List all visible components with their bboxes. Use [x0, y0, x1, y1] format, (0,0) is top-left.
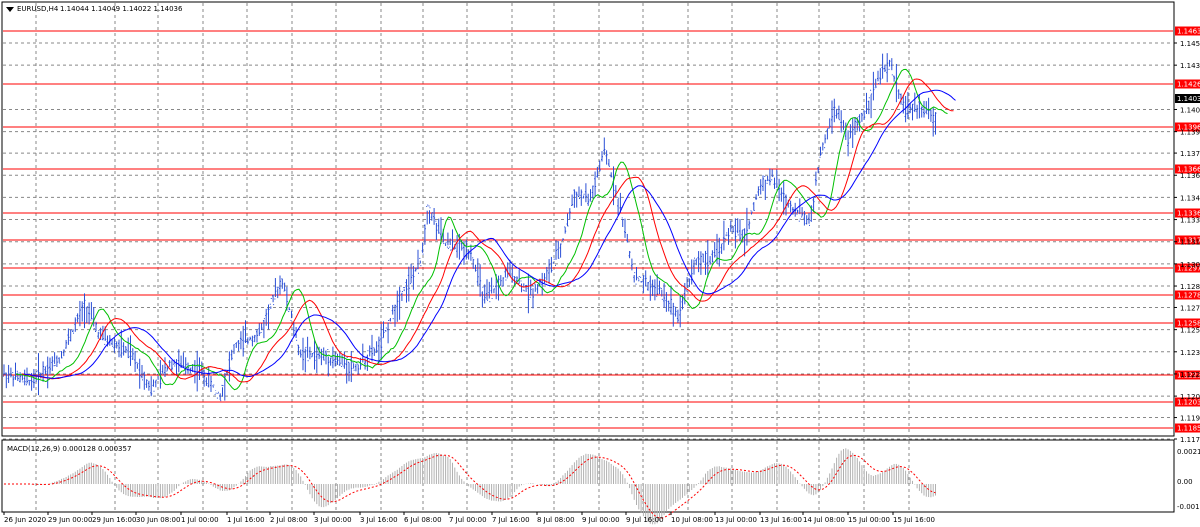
macd-axis-label: -0.00155: [1177, 503, 1200, 511]
macd-axis-label: 0.00: [1177, 478, 1193, 486]
macd-indicator: [4, 448, 936, 525]
time-tick-label: 15 Jul 00:00: [848, 516, 890, 524]
level-label: 1.13666: [1177, 166, 1200, 174]
level-label-bg: [1175, 122, 1200, 132]
level-label: 1.14637: [1177, 28, 1200, 36]
time-tick-label: 8 Jul 08:00: [537, 516, 575, 524]
time-tick-label: 13 Jul 00:00: [715, 516, 757, 524]
level-label-bg: [1175, 397, 1200, 407]
level-label: 1.13173: [1177, 237, 1200, 245]
level-label: 1.12037: [1177, 399, 1200, 407]
ma-slow-line: [23, 89, 956, 380]
macd-plot-frame: [1, 439, 1175, 513]
price-tick-label: 1.11930: [1180, 415, 1200, 423]
main-plot-frame: [1, 1, 1175, 437]
time-tick-label: 3 Jul 00:00: [314, 516, 352, 524]
grid-lines: [3, 3, 1173, 512]
level-label: 1.12588: [1177, 320, 1200, 328]
current-price-bg: [1175, 94, 1200, 103]
time-tick-label: 2 Jul 08:00: [270, 516, 308, 524]
macd-signal-line: [4, 454, 936, 519]
time-axis: 26 Jun 2020 29 Jun 00:00 29 Jun 16:00 30 Ju…: [3, 512, 935, 524]
price-tick-label: 1.11780: [1180, 436, 1200, 444]
moving-averages: [15, 68, 956, 391]
level-label-bg: [1175, 318, 1200, 328]
time-tick-label: 9 Jul 16:00: [626, 516, 664, 524]
level-label-bg: [1175, 26, 1200, 36]
price-tick-label: 1.13780: [1180, 150, 1200, 158]
level-label-bg: [1175, 208, 1200, 218]
level-label: 1.11857: [1177, 425, 1200, 433]
ma-mid-line: [21, 78, 954, 383]
price-tick-label: 1.12080: [1180, 393, 1200, 401]
level-label-bg: [1175, 79, 1200, 89]
level-label-bg: [1175, 370, 1200, 380]
current-price-label: 1.14036: [1177, 95, 1200, 103]
price-tick-label: 1.13315: [1180, 217, 1200, 225]
level-label: 1.12979: [1177, 265, 1200, 273]
time-tick-label: 10 Jul 08:00: [671, 516, 713, 524]
macd-label: MACD(12,26,9) 0.000128 0.000357: [7, 445, 131, 453]
time-tick-label: 13 Jul 16:00: [760, 516, 802, 524]
price-tick-label: 1.13005: [1180, 261, 1200, 269]
price-tick-label: 1.12850: [1180, 283, 1200, 291]
ohlc-quote: 1.14044 1.14049 1.14022 1.14036: [60, 5, 183, 13]
time-tick-label: 1 Jul 00:00: [181, 516, 219, 524]
price-tick-label: 1.12390: [1180, 349, 1200, 357]
time-tick-label: 1 Jul 16:00: [227, 516, 265, 524]
price-tick-label: 1.12545: [1180, 327, 1200, 335]
price-tick-label: 1.13470: [1180, 194, 1200, 202]
ma-fast-line: [15, 68, 948, 391]
level-label-bg: [1175, 164, 1200, 174]
time-tick-label: 14 Jul 08:00: [803, 516, 845, 524]
time-tick-label: 26 Jun 2020: [4, 516, 46, 524]
symbol-info: EURUSD,H4: [17, 5, 59, 13]
level-label: 1.13960: [1177, 124, 1200, 132]
time-tick-label: 29 Jun 00:00: [48, 516, 92, 524]
chart-menu-arrow-icon[interactable]: [6, 7, 14, 12]
price-bars: [3, 53, 937, 402]
time-tick-label: 30 Jun 08:00: [136, 516, 180, 524]
chart-header: EURUSD,H4 1.14044 1.14049 1.14022 1.1403…: [6, 5, 183, 13]
time-tick-label: 3 Jul 16:00: [360, 516, 398, 524]
level-label-bg: [1175, 290, 1200, 300]
time-tick-label: 7 Jul 00:00: [449, 516, 487, 524]
time-tick-label: 6 Jul 08:00: [404, 516, 442, 524]
time-tick-label: 9 Jul 00:00: [582, 516, 620, 524]
price-tick-label: 1.13625: [1180, 172, 1200, 180]
level-label-bg: [1175, 235, 1200, 245]
price-tick-label: 1.13160: [1180, 239, 1200, 247]
level-label-bg: [1175, 263, 1200, 273]
time-tick-label: 15 Jul 16:00: [893, 516, 935, 524]
level-label-bg: [1175, 423, 1200, 433]
time-tick-label: 7 Jul 16:00: [492, 516, 530, 524]
level-label: 1.12788: [1177, 292, 1200, 300]
current-price-marker: 1.14036: [1175, 94, 1200, 103]
price-tick-label: 1.12700: [1180, 304, 1200, 312]
price-tick-label: 1.12235: [1180, 371, 1200, 379]
price-axis: 1.14550 1.14395 1.14085 1.13930 1.13780 1.136…: [1174, 40, 1200, 511]
time-tick-label: 29 Jun 16:00: [92, 516, 136, 524]
macd-axis-label: 0.002103: [1177, 448, 1200, 456]
price-tick-label: 1.14550: [1180, 40, 1200, 48]
price-tick-label: 1.14085: [1180, 106, 1200, 114]
price-tick-label: 1.14395: [1180, 62, 1200, 70]
price-tick-label: 1.13930: [1180, 129, 1200, 137]
